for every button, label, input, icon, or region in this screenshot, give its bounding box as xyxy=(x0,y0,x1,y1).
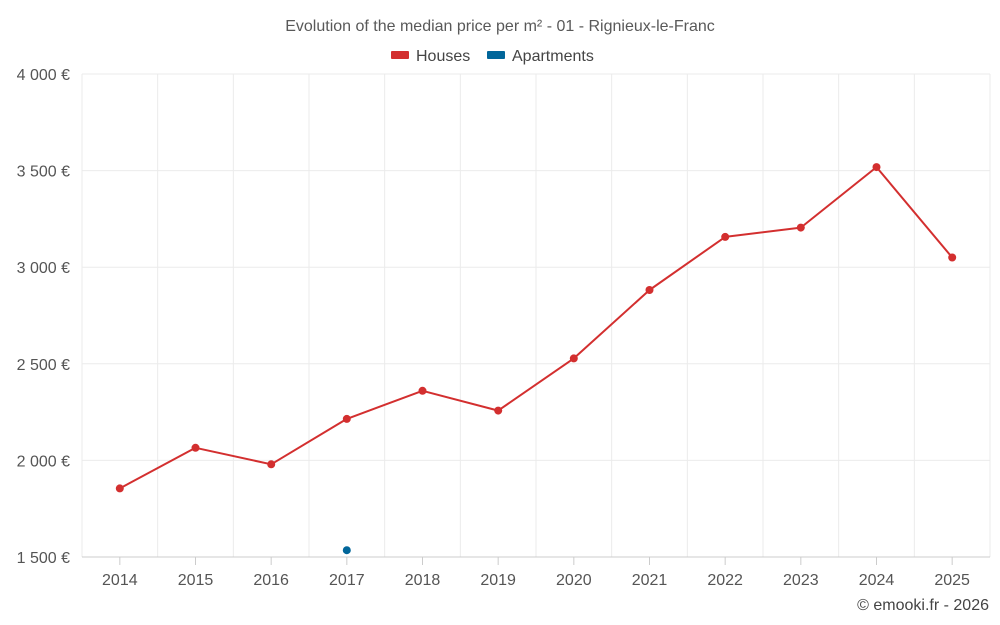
legend-item-apartments[interactable]: Apartments xyxy=(487,48,594,65)
x-tick-label: 2023 xyxy=(783,572,819,589)
x-tick-label: 2022 xyxy=(707,572,743,589)
data-point-houses[interactable] xyxy=(342,414,351,423)
legend-label-houses: Houses xyxy=(416,48,470,65)
x-tick-label: 2014 xyxy=(102,572,138,589)
credit-text: © emooki.fr - 2026 xyxy=(857,597,989,614)
y-tick-label: 4 000 € xyxy=(17,67,70,84)
x-tick-label: 2018 xyxy=(405,572,441,589)
x-tick-label: 2016 xyxy=(253,572,289,589)
x-tick-label: 2015 xyxy=(178,572,214,589)
y-tick-label: 3 500 € xyxy=(17,164,70,181)
legend-swatch-apartments xyxy=(487,51,505,59)
data-point-houses[interactable] xyxy=(721,232,730,241)
data-point-apartments[interactable] xyxy=(342,546,351,555)
data-point-houses[interactable] xyxy=(115,484,124,493)
axes: 1 500 € 2 000 € 2 500 € 3 000 € 3 500 € 4 000… xyxy=(17,67,990,589)
x-tick-label: 2024 xyxy=(859,572,895,589)
x-tick-label: 2021 xyxy=(632,572,668,589)
legend-swatch-houses xyxy=(391,51,409,59)
series xyxy=(115,163,957,555)
y-tick-label: 2 500 € xyxy=(17,357,70,374)
x-tick-label: 2017 xyxy=(329,572,365,589)
series-line-houses xyxy=(119,166,953,490)
data-point-houses[interactable] xyxy=(191,443,200,452)
x-tick-label: 2019 xyxy=(480,572,516,589)
y-tick-label: 3 000 € xyxy=(17,260,70,277)
legend-item-houses[interactable]: Houses xyxy=(391,48,470,65)
data-point-houses[interactable] xyxy=(418,386,427,395)
data-point-houses[interactable] xyxy=(494,406,503,415)
legend-label-apartments: Apartments xyxy=(512,48,594,65)
grid xyxy=(81,73,991,557)
data-point-houses[interactable] xyxy=(948,253,957,262)
x-tick-label: 2025 xyxy=(934,572,970,589)
y-tick-label: 1 500 € xyxy=(17,550,70,567)
data-point-houses[interactable] xyxy=(645,286,654,294)
data-point-houses[interactable] xyxy=(569,354,578,363)
x-tick-label: 2020 xyxy=(556,572,592,589)
data-point-houses[interactable] xyxy=(796,223,805,232)
data-point-houses[interactable] xyxy=(872,163,881,172)
y-tick-label: 2 000 € xyxy=(17,453,70,470)
chart-title: Evolution of the median price per m² - 0… xyxy=(285,18,715,35)
data-point-houses[interactable] xyxy=(267,460,276,469)
legend: Houses Apartments xyxy=(391,48,594,65)
